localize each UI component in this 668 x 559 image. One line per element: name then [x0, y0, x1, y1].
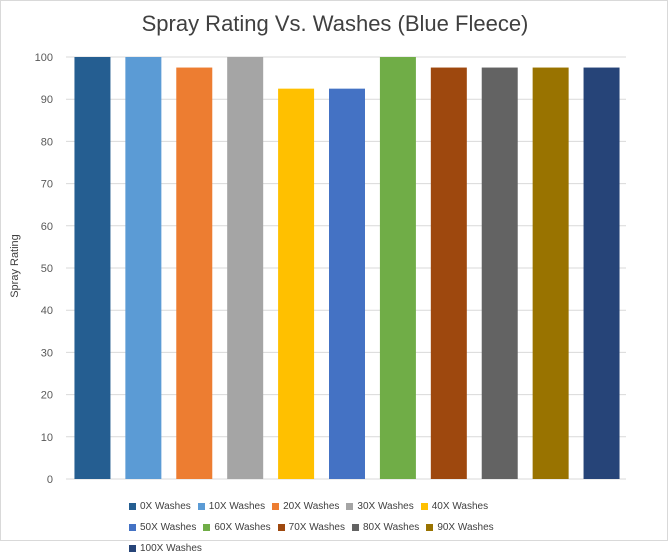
y-tick-label: 70	[41, 179, 53, 191]
legend-item: 40X Washes	[420, 496, 489, 517]
legend-label: 60X Washes	[214, 522, 271, 533]
legend-label: 100X Washes	[140, 543, 202, 554]
legend-label: 90X Washes	[437, 522, 494, 533]
legend-swatch	[277, 524, 285, 531]
legend-label: 80X Washes	[362, 522, 420, 533]
bar-40x-washes	[278, 88, 315, 480]
y-tick-label: 50	[41, 263, 53, 275]
legend-item: 60X Washes	[203, 517, 271, 538]
y-tick-label: 40	[41, 305, 53, 317]
legend-label: 20X Washes	[283, 501, 340, 512]
legend: 0X Washes 10X Washes 20X Washes 30X Washes 4…	[129, 496, 559, 559]
legend-swatch	[272, 503, 280, 510]
bar-20x-washes	[176, 67, 213, 480]
legend-item: 30X Washes	[346, 496, 414, 517]
bar-90x-washes	[532, 67, 569, 480]
chart-title: Spray Rating Vs. Washes (Blue Fleece)	[141, 11, 529, 36]
legend-item: 80X Washes	[351, 517, 420, 538]
legend-item: 50X Washes	[129, 517, 196, 538]
legend-label: 30X Washes	[357, 501, 414, 512]
legend-swatch	[351, 524, 359, 531]
y-tick-label: 90	[41, 94, 53, 106]
legend-item: 20X Washes	[272, 496, 339, 517]
legend-item: 100X Washes	[129, 538, 202, 559]
legend-item: 0X Washes	[129, 496, 191, 517]
legend-label: 40X Washes	[431, 501, 489, 512]
y-tick-label: 10	[41, 432, 53, 444]
bar-70x-washes	[430, 67, 467, 480]
bar-80x-washes	[481, 67, 518, 480]
bar-30x-washes	[227, 57, 264, 479]
y-tick-label: 0	[47, 474, 53, 486]
bar-100x-washes	[583, 67, 620, 480]
y-tick-label: 60	[41, 221, 53, 233]
legend-item: 10X Washes	[197, 496, 266, 517]
legend-label: 0X Washes	[140, 501, 191, 512]
plot-area: 0 10 20 30 40 50 60 70 80 90 100	[35, 52, 626, 486]
legend-item: 70X Washes	[277, 517, 345, 538]
legend-label: 10X Washes	[208, 501, 266, 512]
y-tick-label: 20	[41, 390, 53, 402]
legend-swatch	[129, 545, 136, 552]
bar-10x-washes	[125, 57, 162, 479]
y-tick-label: 30	[41, 347, 53, 359]
legend-swatch	[346, 503, 354, 510]
bar-50x-washes	[329, 88, 365, 480]
legend-label: 70X Washes	[288, 522, 345, 533]
bar-0x-washes	[74, 57, 111, 479]
legend-swatch	[129, 503, 136, 510]
legend-item: 90X Washes	[426, 517, 494, 538]
y-tick-label: 100	[35, 52, 53, 64]
legend-swatch	[203, 524, 211, 531]
legend-swatch	[129, 524, 136, 531]
legend-label: 50X Washes	[140, 522, 197, 533]
y-tick-label: 80	[41, 136, 53, 148]
legend-swatch	[426, 524, 434, 531]
legend-swatch	[197, 503, 205, 510]
legend-swatch	[420, 503, 428, 510]
bar-60x-washes	[379, 57, 416, 479]
